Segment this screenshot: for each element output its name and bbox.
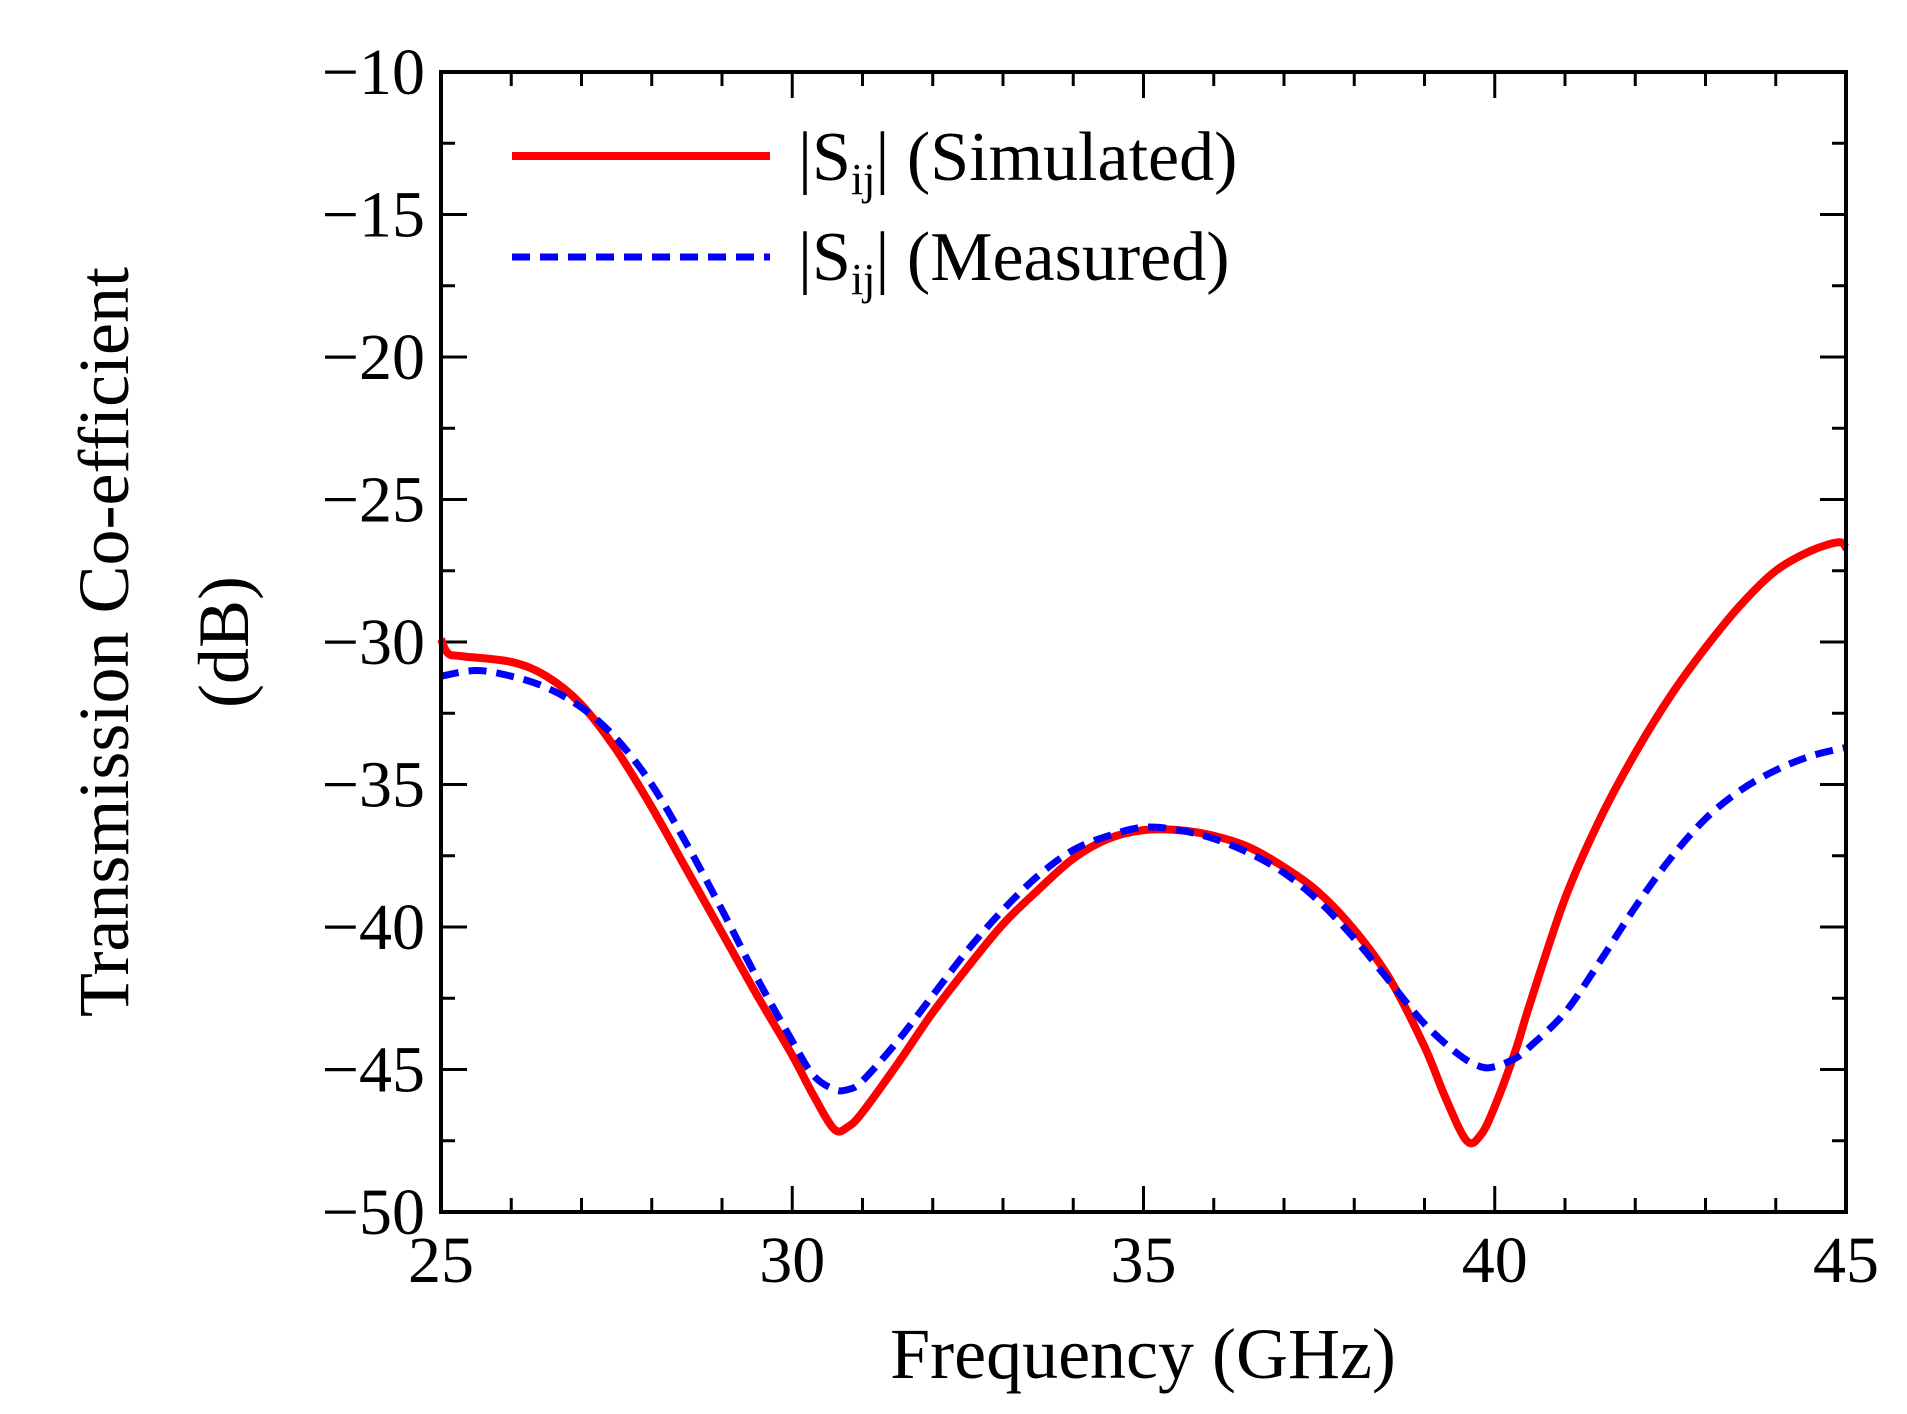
x-tick-labels: 25 30 35 40 45 (408, 1224, 1879, 1297)
y-axis-label-line2: (dB) (184, 576, 264, 708)
y-tick-label: −10 (322, 36, 425, 109)
legend-label-measured: |Sij| (Measured) (798, 219, 1230, 304)
series-lines (437, 538, 1850, 1148)
y-tick-label: −20 (322, 321, 425, 394)
x-tick-label: 45 (1813, 1224, 1879, 1297)
y-tick-labels: −10 −15 −20 −25 −30 −35 −40 −45 −50 (322, 36, 425, 1249)
y-tick-label: −30 (322, 606, 425, 679)
x-axis-label: Frequency (GHz) (890, 1314, 1396, 1394)
legend-label-simulated: |Sij| (Simulated) (798, 119, 1237, 204)
y-tick-label: −50 (322, 1176, 425, 1249)
y-tick-label: −35 (322, 749, 425, 822)
x-tick-label: 35 (1111, 1224, 1177, 1297)
legend-label-simulated-sub: ij (851, 155, 875, 204)
series-line-simulated (437, 538, 1850, 1148)
legend-label-simulated-tail: | (Simulated) (875, 119, 1237, 196)
y-tick-label: −25 (322, 464, 425, 537)
y-tick-label: −15 (322, 179, 425, 252)
y-tick-label: −40 (322, 891, 425, 964)
legend: |Sij| (Simulated) |Sij| (Measured) (512, 119, 1237, 304)
x-tick-label: 40 (1462, 1224, 1528, 1297)
plot-area-frame (439, 70, 1848, 1214)
series-line-measured (440, 667, 1847, 1095)
x-tick-label: 30 (759, 1224, 825, 1297)
legend-label-measured-main: |S (798, 219, 851, 296)
x-tick-label: 25 (408, 1224, 474, 1297)
y-tick-label: −45 (322, 1034, 425, 1107)
y-axis-label-line1: Transmission Co-efficient (64, 267, 144, 1017)
legend-label-measured-tail: | (Measured) (875, 219, 1229, 296)
legend-label-measured-sub: ij (851, 255, 875, 304)
legend-label-simulated-main: |S (798, 119, 851, 196)
